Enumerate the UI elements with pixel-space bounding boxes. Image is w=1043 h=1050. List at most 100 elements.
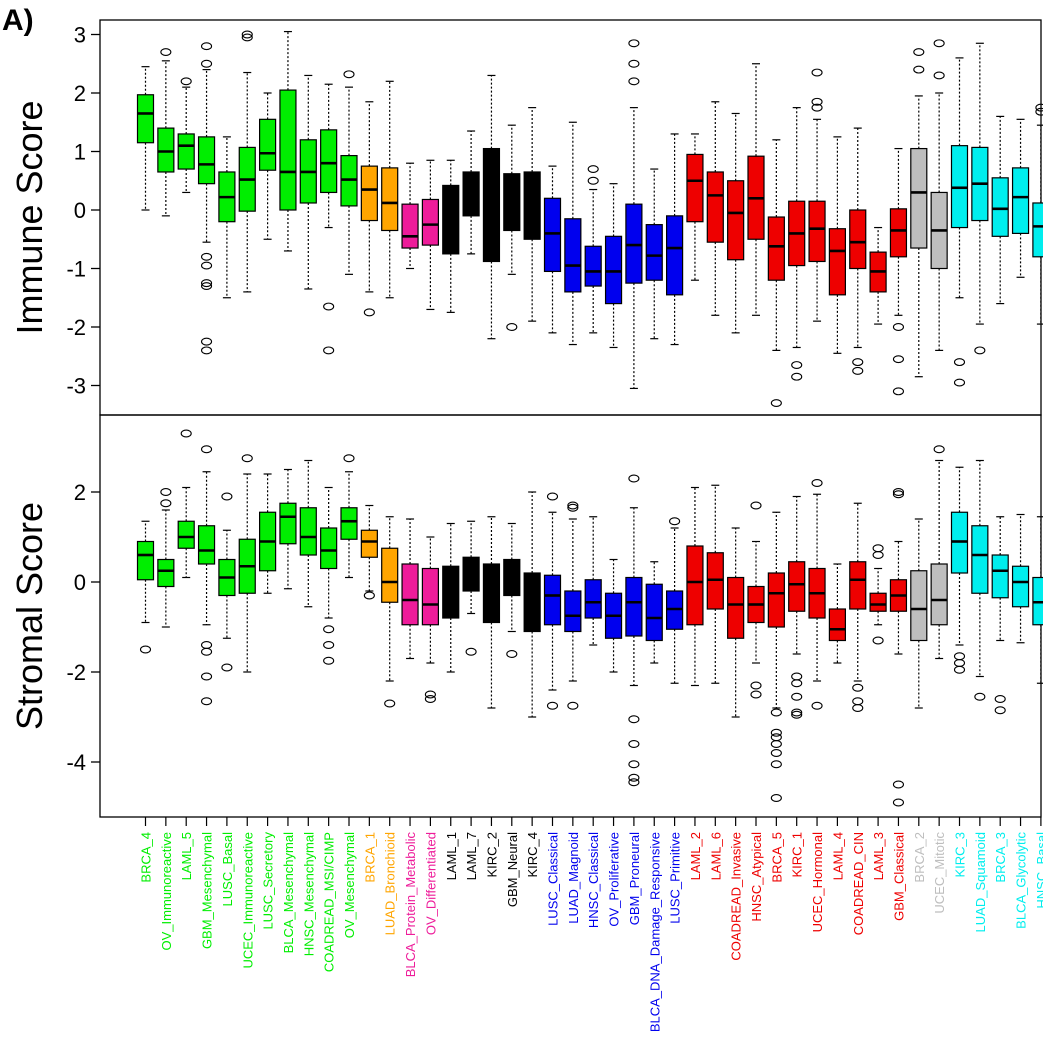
box-LAML_5 (177, 77, 195, 194)
x-label-KIRC_3: KIRC_3 (953, 832, 968, 878)
box-body (930, 563, 948, 626)
box-COADREAD_Invasive (727, 112, 745, 334)
box-UCEC_Mitotic (930, 39, 948, 351)
outlier-point (974, 346, 986, 355)
x-label-HNSC_Basal: HNSC_Basal (1034, 832, 1043, 909)
box-COADREAD_Invasive (727, 527, 745, 718)
outlier-point (323, 656, 335, 665)
box-HNSC_Mesenchymal (299, 74, 317, 290)
box-body (177, 133, 195, 170)
box-body (320, 527, 338, 570)
outlier-point (892, 355, 905, 364)
outlier-point (872, 636, 884, 645)
box-body (523, 572, 541, 633)
outlier-point (811, 479, 823, 487)
y-axis-label: Stromal Score (9, 502, 50, 730)
outlier-point (221, 492, 233, 501)
outlier-point (852, 358, 864, 367)
x-label-BRCA_3: BRCA_3 (993, 832, 1008, 883)
x-label-BRCA_4: BRCA_4 (139, 832, 154, 883)
box-body (1011, 565, 1030, 608)
box-body (442, 184, 460, 255)
outlier-point (180, 429, 192, 438)
outlier-point (953, 358, 966, 367)
x-label-LAML_5: LAML_5 (179, 832, 194, 880)
box-GBM_Classical (889, 488, 908, 807)
y-tick-label: 0 (74, 198, 86, 223)
box-body (197, 136, 216, 185)
outlier-point (770, 733, 782, 742)
x-label-BLCA_Protein_Metabolic: BLCA_Protein_Metabolic (403, 832, 418, 978)
outlier-point (628, 474, 640, 483)
box-HNSC_Basal (1032, 103, 1043, 325)
x-label-LAML_2: LAML_2 (688, 832, 703, 880)
box-KIRC_1 (788, 495, 806, 719)
box-LAML_1 (442, 522, 460, 673)
box-LUAD_Magnoid (564, 121, 582, 346)
outlier-point (872, 544, 884, 553)
outlier-point (628, 59, 640, 68)
outlier-point (892, 488, 905, 496)
outlier-point (201, 641, 213, 649)
x-label-BRCA_1: BRCA_1 (362, 832, 377, 883)
box-body (482, 563, 501, 624)
box-body (910, 570, 928, 642)
x-label-KIRC_4: KIRC_4 (525, 832, 540, 878)
box-KIRC_1 (788, 107, 806, 381)
outlier-point (1035, 103, 1043, 112)
outlier-point (201, 42, 213, 51)
box-body (991, 177, 1009, 237)
box-body (401, 563, 419, 626)
box-OV_Mesenchymal (340, 454, 358, 579)
y-tick-label: 1 (74, 140, 86, 165)
outlier-point (323, 302, 335, 311)
box-HNSC_Classical (584, 165, 602, 334)
box-BLCA_Glycolytic (1011, 118, 1030, 278)
box-body (849, 209, 867, 270)
box-body (136, 540, 155, 581)
box-body (767, 216, 785, 281)
outlier-point (201, 445, 213, 454)
box-KIRC_2 (482, 516, 501, 709)
box-body (197, 525, 216, 565)
box-BLCA_DNA_Damage_Responsive (645, 168, 663, 340)
box-body (360, 165, 378, 222)
x-label-UCEC_Hormonal: UCEC_Hormonal (810, 832, 825, 933)
outlier-point (994, 695, 1006, 703)
box-UCEC_Hormonal (808, 68, 826, 322)
box-GBM_Proneural (625, 39, 643, 390)
box-body (340, 507, 358, 540)
box-BLCA_Mesenchymal (279, 30, 297, 252)
box-LAML_1 (442, 159, 460, 313)
x-label-BRCA_2: BRCA_2 (912, 832, 927, 883)
box-LAML_7 (462, 520, 480, 656)
outlier-point (546, 492, 559, 501)
x-label-BLCA_DNA_Damage_Responsive: BLCA_DNA_Damage_Responsive (647, 832, 662, 1032)
box-body (645, 224, 663, 281)
box-body (1032, 202, 1043, 258)
outlier-point (628, 77, 640, 86)
outlier-point (933, 71, 945, 80)
outlier-point (343, 454, 355, 463)
box-LAML_5 (177, 429, 195, 579)
outlier-point (953, 659, 966, 667)
box-LUSC_Basal (218, 136, 236, 299)
x-label-BRCA_5: BRCA_5 (769, 832, 784, 883)
outlier-point (892, 387, 905, 396)
outlier-point (180, 77, 192, 86)
box-body (1011, 167, 1030, 235)
y-tick-label: 0 (74, 570, 86, 595)
x-label-LUSC_Basal: LUSC_Basal (220, 832, 235, 907)
x-label-OV_Mesenchymal: OV_Mesenchymal (342, 832, 357, 938)
y-tick-label: 3 (74, 23, 86, 48)
outlier-point (221, 663, 233, 672)
outlier-point (546, 701, 559, 710)
box-GBM_Mesenchymal (197, 445, 216, 706)
box-UCEC_Hormonal (808, 479, 826, 710)
outlier-point (852, 366, 864, 375)
x-label-GBM_Mesenchymal: GBM_Mesenchymal (200, 832, 215, 949)
box-UCEC_Immunoreactive (238, 30, 256, 293)
box-body (625, 203, 643, 284)
x-label-LAML_7: LAML_7 (464, 832, 479, 880)
